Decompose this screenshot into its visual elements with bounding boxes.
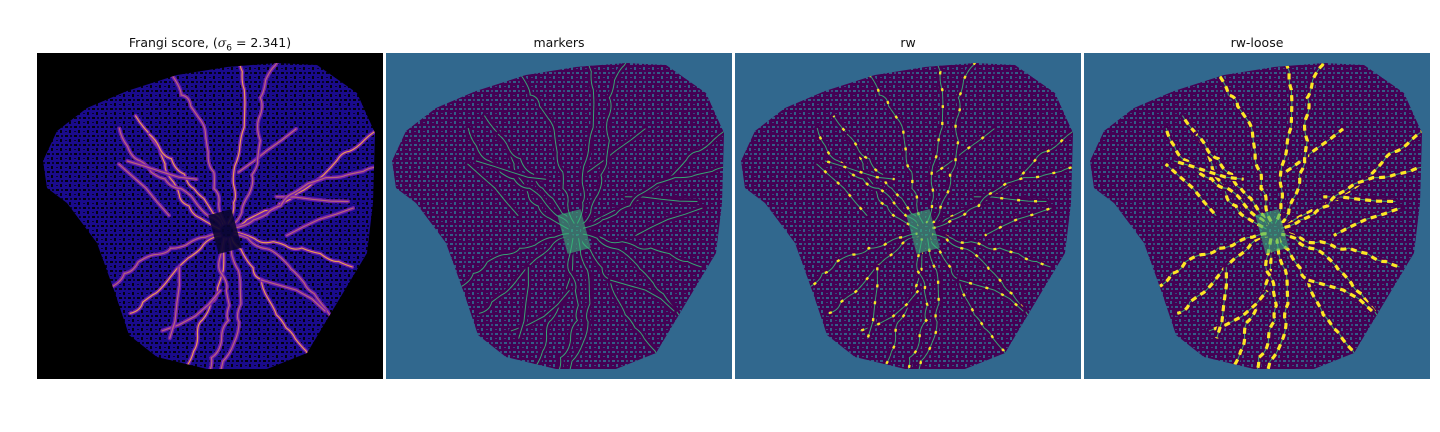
vessel-highlight: [233, 233, 337, 328]
vessel-marker: [824, 160, 896, 180]
markers-image: [386, 53, 732, 379]
optic-disc-region: [557, 209, 591, 254]
vessel-highlight: [179, 238, 227, 369]
vessel-marker: [877, 238, 925, 369]
markers-svg: [386, 53, 732, 379]
vessel-highlight: [205, 238, 242, 369]
segmented-vessel: [1195, 133, 1272, 225]
segmented-vessel: [866, 267, 879, 339]
segmented-vessel: [974, 195, 1047, 203]
segmented-vessel: [1173, 159, 1244, 181]
segmented-vessel: [1225, 237, 1275, 369]
segmented-vessel: [1164, 162, 1218, 217]
vessel-marker: [582, 233, 686, 328]
optic-disc-region: [208, 209, 242, 254]
segmented-vessel: [810, 232, 918, 288]
segmented-vessel: [885, 238, 929, 369]
title-sigma-subscript: 6: [226, 43, 232, 54]
vessel-marker: [583, 165, 724, 229]
vessel-marker: [587, 128, 646, 173]
vessel-marker: [984, 207, 1052, 236]
vessel-marker: [467, 163, 519, 216]
vessel-highlight: [112, 233, 221, 287]
segmented-vessel: [832, 115, 918, 230]
frangi-score-svg: [37, 53, 383, 379]
panel-title-markers: markers: [533, 35, 585, 50]
vessel-highlight: [118, 127, 222, 227]
vessel-marker: [478, 235, 571, 314]
segmented-vessel: [932, 233, 1035, 327]
vessel-marker: [936, 128, 995, 173]
vessel-network: [111, 63, 375, 369]
vessel-marker: [467, 127, 571, 227]
segmented-vessel: [1281, 230, 1400, 269]
vessel-highlight: [169, 266, 181, 339]
panel-title-rw-loose: rw-loose: [1230, 35, 1284, 50]
title-prefix: Frangi score, (: [128, 35, 218, 50]
panel-title-rw: rw: [900, 35, 916, 50]
vessel-marker: [610, 279, 675, 312]
segmented-vessel: [1281, 232, 1385, 328]
segmented-vessel: [1281, 164, 1422, 230]
rw-image: [735, 53, 1081, 379]
vessel-highlight: [188, 237, 230, 369]
vessel-highlight: [233, 165, 375, 229]
rw-loose-image: [1084, 53, 1430, 379]
vessel-network: [459, 63, 724, 369]
vessel-marker: [461, 233, 569, 287]
segmented-vessel: [959, 278, 1024, 312]
optic-disc-region: [906, 209, 940, 254]
vessel-marker: [929, 63, 982, 226]
vessel-highlight: [118, 163, 170, 217]
vessel-highlight: [231, 63, 284, 226]
segmented-vessel: [1278, 63, 1332, 227]
segmented-vessel: [859, 289, 920, 332]
vessel-marker: [1253, 238, 1289, 369]
title-sigma-symbol: σ: [217, 35, 227, 50]
segmented-vessel: [1234, 238, 1278, 369]
panel-title-frangi: Frangi score, (σ6 = 2.341): [37, 35, 383, 54]
segmented-vessel: [1333, 206, 1401, 237]
vessel-highlight: [148, 133, 224, 225]
segmented-vessel: [1308, 278, 1374, 313]
vessel-marker: [475, 160, 547, 180]
vessel-marker: [932, 165, 1073, 229]
rw-loose-svg: [1084, 53, 1430, 379]
vessel-marker: [528, 238, 576, 369]
segmented-vessel: [1176, 234, 1268, 315]
segmented-vessel: [816, 128, 920, 227]
vessel-marker: [537, 237, 579, 369]
vessel-highlight: [234, 231, 353, 268]
vessel-highlight: [126, 160, 198, 180]
segmented-vessel: [846, 133, 923, 225]
segmented-vessel: [1199, 63, 1274, 225]
vessel-highlight: [129, 235, 222, 314]
vessel-marker: [518, 266, 529, 339]
segmented-vessel: [903, 238, 941, 369]
vessel-marker: [1216, 266, 1227, 339]
segmented-vessel: [1284, 127, 1345, 174]
segmented-vessel: [928, 237, 1040, 369]
segmented-vessel: [1164, 128, 1270, 227]
vessel-highlight: [260, 279, 326, 312]
segmented-vessel: [1159, 232, 1267, 288]
vessel-highlight: [237, 128, 297, 173]
segmented-vessel: [925, 63, 945, 224]
vessel-marker: [497, 133, 573, 225]
vessel-highlight: [286, 207, 354, 237]
title-suffix: = 2.341): [231, 35, 292, 50]
vessel-marker: [580, 63, 633, 226]
segmented-vessel: [827, 234, 919, 315]
vessel-marker: [932, 231, 1051, 268]
frangi-score-image: [37, 53, 383, 379]
optic-disc-region: [1255, 209, 1289, 254]
vessel-marker: [583, 231, 702, 268]
vessel-marker: [555, 238, 591, 369]
segmented-vessel: [815, 163, 868, 217]
rw-svg: [735, 53, 1081, 379]
vessel-marker: [635, 207, 703, 236]
